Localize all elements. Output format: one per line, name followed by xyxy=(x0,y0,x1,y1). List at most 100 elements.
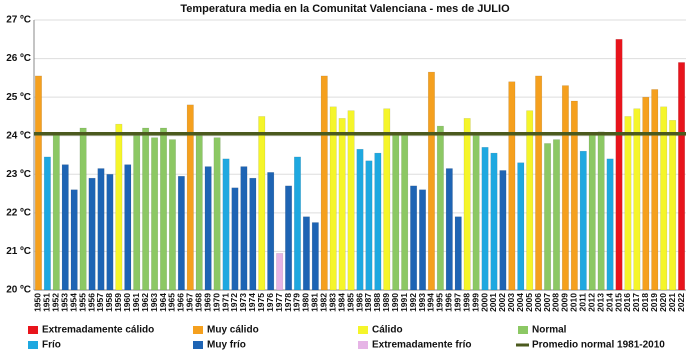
bar xyxy=(544,143,552,291)
bar xyxy=(151,137,159,291)
bar xyxy=(660,106,668,291)
bar xyxy=(535,75,543,291)
x-tick-label: 2014 xyxy=(604,293,614,312)
x-tick-label: 1987 xyxy=(363,293,373,312)
x-tick-label: 1951 xyxy=(42,293,52,312)
x-tick-label: 1973 xyxy=(238,293,248,312)
bar xyxy=(624,116,632,291)
bar xyxy=(374,152,382,291)
bar xyxy=(124,164,132,291)
legend-swatch xyxy=(358,326,368,334)
y-tick-label: 25 ºC xyxy=(6,92,31,103)
bar xyxy=(106,174,114,291)
x-tick-label: 1975 xyxy=(256,293,266,312)
bar xyxy=(285,185,293,291)
legend-label: Cálido xyxy=(372,325,403,336)
bar xyxy=(588,133,596,291)
x-tick-label: 1984 xyxy=(336,293,346,312)
x-tick-label: 1991 xyxy=(399,293,409,312)
x-tick-label: 1997 xyxy=(452,293,462,312)
bar xyxy=(160,127,167,291)
x-tick-label: 1958 xyxy=(104,293,114,312)
x-tick-label: 2005 xyxy=(524,293,534,312)
x-tick-label: 2004 xyxy=(515,293,525,312)
bar xyxy=(347,110,355,291)
x-tick-label: 1961 xyxy=(131,293,141,312)
x-tick-label: 1998 xyxy=(461,293,471,312)
x-tick-label: 1972 xyxy=(229,293,239,312)
x-tick-label: 2009 xyxy=(560,293,570,312)
bar xyxy=(302,216,310,291)
x-tick-label: 1953 xyxy=(60,293,70,312)
legend-swatch xyxy=(28,326,38,334)
bar xyxy=(606,158,614,291)
bar xyxy=(70,189,78,291)
bar xyxy=(561,85,569,291)
x-tick-label: 1968 xyxy=(193,293,203,312)
y-tick-label: 27 ºC xyxy=(6,15,31,26)
x-tick-label: 2013 xyxy=(595,293,605,312)
bar xyxy=(213,137,221,291)
legend-swatch xyxy=(28,341,38,349)
bar xyxy=(383,108,391,291)
bar xyxy=(204,166,212,291)
x-tick-label: 1989 xyxy=(381,293,391,312)
x-tick-label: 1992 xyxy=(408,293,418,312)
y-tick-label: 22 ºC xyxy=(6,207,31,218)
x-tick-label: 1962 xyxy=(140,293,150,312)
x-tick-label: 1952 xyxy=(51,293,61,312)
x-tick-label: 2006 xyxy=(533,293,543,312)
x-tick-label: 1956 xyxy=(86,293,96,312)
x-tick-label: 2020 xyxy=(658,293,668,312)
legend-label: Muy cálido xyxy=(207,325,259,336)
bar xyxy=(133,135,141,291)
bar xyxy=(329,106,337,291)
legend-label: Extremadamente cálido xyxy=(42,325,154,336)
x-tick-label: 1995 xyxy=(435,293,445,312)
x-tick-label: 1970 xyxy=(211,293,221,312)
bar xyxy=(258,116,266,291)
x-tick-label: 1990 xyxy=(390,293,400,312)
bar xyxy=(294,156,301,291)
x-tick-label: 1957 xyxy=(95,293,105,312)
legend-swatch xyxy=(193,326,203,334)
x-tick-label: 1981 xyxy=(310,293,320,312)
bar xyxy=(633,108,641,291)
y-tick-label: 21 ºC xyxy=(6,246,31,257)
bar xyxy=(615,39,623,291)
x-tick-label: 2011 xyxy=(578,293,588,312)
legend-swatch xyxy=(518,326,528,334)
x-tick-label: 2003 xyxy=(506,293,516,312)
bar xyxy=(597,131,605,291)
bar xyxy=(168,139,176,291)
legend-label: Promedio normal 1981-2010 xyxy=(532,340,665,351)
x-tick-label: 2012 xyxy=(586,293,596,312)
bar xyxy=(472,135,480,291)
bar xyxy=(499,170,507,291)
bar xyxy=(195,135,203,291)
y-tick-label: 20 ºC xyxy=(6,285,31,296)
bar xyxy=(481,147,489,291)
bar xyxy=(222,158,230,291)
x-tick-label: 1994 xyxy=(426,293,436,312)
x-tick-label: 1979 xyxy=(292,293,302,312)
x-tick-label: 1978 xyxy=(283,293,293,312)
x-tick-label: 2015 xyxy=(613,293,623,312)
bar xyxy=(508,81,516,291)
x-tick-label: 2017 xyxy=(631,293,641,312)
bar xyxy=(35,75,42,291)
bar xyxy=(186,104,194,291)
x-tick-label: 1977 xyxy=(274,293,284,312)
bar xyxy=(517,162,525,291)
y-tick-label: 23 ºC xyxy=(6,169,31,180)
x-tick-label: 2010 xyxy=(569,293,579,312)
x-tick-label: 2022 xyxy=(676,293,686,312)
bar xyxy=(651,89,659,291)
bar xyxy=(490,152,498,291)
bar xyxy=(320,75,328,291)
x-tick-label: 1954 xyxy=(68,293,78,312)
x-tick-label: 1983 xyxy=(327,293,337,312)
bar xyxy=(410,185,418,291)
x-tick-label: 1969 xyxy=(202,293,212,312)
